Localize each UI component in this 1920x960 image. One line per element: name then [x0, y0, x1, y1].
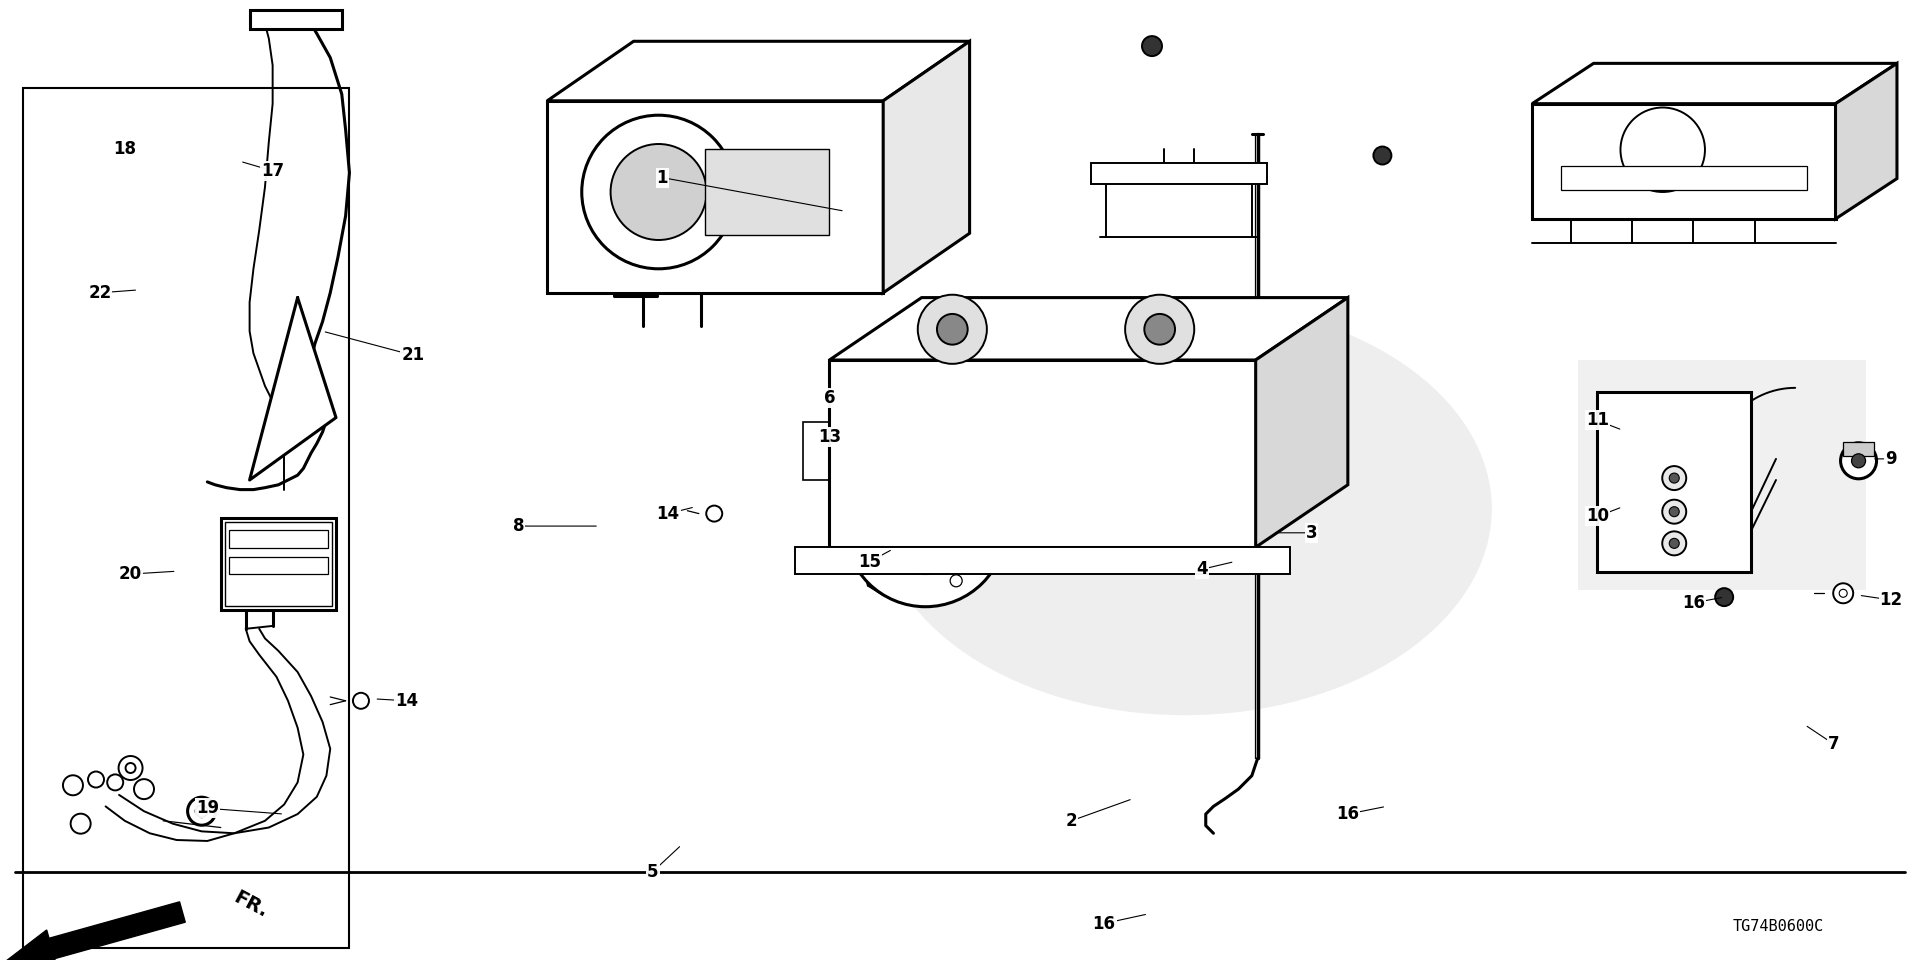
Circle shape — [1620, 108, 1705, 192]
Text: 6: 6 — [824, 390, 835, 407]
Polygon shape — [829, 298, 1348, 360]
Circle shape — [1668, 507, 1680, 516]
Text: 3: 3 — [1306, 524, 1317, 541]
Circle shape — [1851, 454, 1866, 468]
Circle shape — [125, 763, 136, 773]
Text: 5: 5 — [647, 863, 659, 880]
Bar — [1597, 392, 1751, 572]
Text: FR.: FR. — [230, 887, 271, 922]
Circle shape — [918, 295, 987, 364]
Bar — [225, 522, 332, 606]
Text: 4: 4 — [1196, 561, 1208, 578]
Polygon shape — [547, 41, 970, 101]
Polygon shape — [250, 298, 336, 480]
Polygon shape — [883, 41, 970, 293]
Text: 16: 16 — [1336, 805, 1359, 823]
Bar — [795, 547, 1290, 574]
Circle shape — [1841, 443, 1876, 479]
Circle shape — [353, 693, 369, 708]
Bar — [228, 557, 328, 574]
Text: TG74B0600C: TG74B0600C — [1732, 919, 1824, 934]
Circle shape — [188, 797, 215, 826]
Text: 19: 19 — [196, 800, 219, 817]
Text: 11: 11 — [1586, 412, 1609, 429]
Text: 10: 10 — [1586, 508, 1609, 525]
Text: 13: 13 — [818, 428, 841, 445]
Circle shape — [1373, 147, 1392, 164]
Bar — [1561, 166, 1807, 190]
Circle shape — [1125, 295, 1194, 364]
FancyArrow shape — [6, 901, 184, 960]
Polygon shape — [1256, 298, 1348, 547]
Text: 22: 22 — [88, 284, 111, 301]
Circle shape — [1834, 584, 1853, 603]
Circle shape — [582, 115, 735, 269]
Circle shape — [937, 314, 968, 345]
Circle shape — [845, 445, 1006, 607]
Circle shape — [707, 506, 722, 521]
FancyBboxPatch shape — [1578, 360, 1866, 590]
Circle shape — [1839, 589, 1847, 597]
Bar — [221, 518, 336, 610]
Circle shape — [88, 772, 104, 787]
Text: 18: 18 — [113, 140, 136, 157]
Circle shape — [71, 814, 90, 833]
Text: 14: 14 — [657, 505, 680, 522]
Circle shape — [950, 575, 962, 587]
Bar — [250, 10, 342, 29]
Text: 16: 16 — [1682, 594, 1705, 612]
Circle shape — [134, 780, 154, 799]
Ellipse shape — [877, 302, 1492, 715]
Circle shape — [1142, 36, 1162, 56]
Circle shape — [1715, 588, 1734, 606]
Bar — [23, 88, 349, 948]
Circle shape — [1144, 314, 1175, 345]
Text: 12: 12 — [1880, 591, 1903, 609]
Circle shape — [119, 756, 142, 780]
Text: 9: 9 — [1885, 450, 1897, 468]
Circle shape — [1663, 499, 1686, 523]
Text: 16: 16 — [1092, 915, 1116, 932]
Bar — [803, 422, 860, 480]
Text: 7: 7 — [1828, 735, 1839, 753]
Circle shape — [108, 775, 123, 790]
Bar — [1843, 442, 1874, 456]
Bar — [228, 531, 328, 547]
Text: 2: 2 — [1066, 812, 1077, 829]
Circle shape — [1663, 466, 1686, 490]
Circle shape — [63, 776, 83, 795]
Bar — [1532, 104, 1836, 219]
Text: 20: 20 — [119, 565, 142, 583]
Text: 15: 15 — [858, 553, 881, 570]
Text: 14: 14 — [396, 692, 419, 709]
Circle shape — [1663, 531, 1686, 555]
Circle shape — [196, 805, 207, 817]
Text: 17: 17 — [261, 162, 284, 180]
Polygon shape — [1836, 63, 1897, 219]
Circle shape — [1668, 473, 1680, 483]
Text: 8: 8 — [513, 517, 524, 535]
Bar — [829, 360, 1256, 547]
Circle shape — [611, 144, 707, 240]
Bar — [547, 101, 883, 293]
Text: 21: 21 — [401, 347, 424, 364]
Text: 1: 1 — [657, 169, 668, 186]
Bar — [705, 149, 829, 235]
Polygon shape — [1532, 63, 1897, 104]
Circle shape — [1668, 539, 1680, 548]
Bar — [1091, 163, 1267, 184]
Circle shape — [877, 478, 973, 574]
